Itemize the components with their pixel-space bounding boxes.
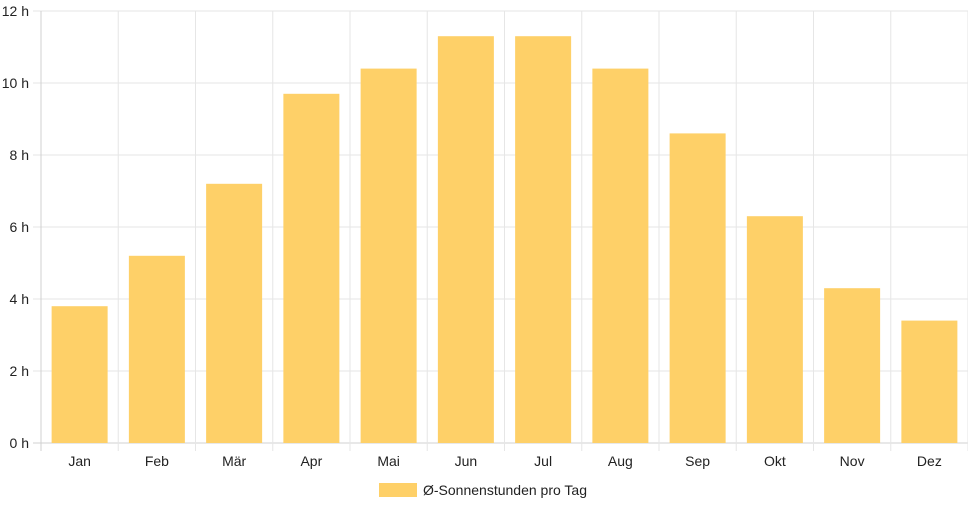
legend-swatch xyxy=(379,483,417,497)
x-tick-label: Nov xyxy=(840,453,865,469)
x-tick-label: Feb xyxy=(145,453,169,469)
bar-feb[interactable] xyxy=(128,255,185,443)
x-tick-label: Jan xyxy=(68,453,91,469)
bar-okt[interactable] xyxy=(746,216,803,443)
bar-dez[interactable] xyxy=(901,320,958,443)
x-tick-label: Sep xyxy=(685,453,710,469)
y-tick-label: 0 h xyxy=(10,435,29,451)
bar-mär[interactable] xyxy=(206,183,263,444)
bar-mai[interactable] xyxy=(360,68,417,443)
bar-jul[interactable] xyxy=(515,36,572,443)
x-axis-tick-labels: Jan Feb Mär Apr Mai Jun Jul Aug Sep Okt Nov Dez xyxy=(68,453,941,469)
bar-aug[interactable] xyxy=(592,68,649,443)
legend-label: Ø-Sonnenstunden pro Tag xyxy=(423,482,587,498)
x-tick-label: Mär xyxy=(222,453,246,469)
x-tick-label: Aug xyxy=(608,453,633,469)
x-tick-label: Jun xyxy=(455,453,478,469)
x-tick-label: Jul xyxy=(534,453,552,469)
bar-jan[interactable] xyxy=(51,306,108,443)
y-tick-label: 6 h xyxy=(10,219,29,235)
bar-apr[interactable] xyxy=(283,93,340,444)
y-tick-label: 2 h xyxy=(10,363,29,379)
bars xyxy=(51,36,958,444)
legend[interactable]: Ø-Sonnenstunden pro Tag xyxy=(379,482,587,498)
x-tick-label: Dez xyxy=(917,453,942,469)
y-tick-label: 10 h xyxy=(2,75,29,91)
x-tick-label: Okt xyxy=(764,453,786,469)
grid-lines xyxy=(33,10,968,451)
x-tick-label: Mai xyxy=(377,453,400,469)
bar-nov[interactable] xyxy=(824,288,881,443)
x-tick-label: Apr xyxy=(300,453,322,469)
y-tick-label: 4 h xyxy=(10,291,29,307)
bar-jun[interactable] xyxy=(437,36,494,443)
bar-sep[interactable] xyxy=(669,133,726,443)
y-axis-tick-labels: 0 h 2 h 4 h 6 h 8 h 10 h 12 h xyxy=(2,3,29,451)
y-tick-label: 12 h xyxy=(2,3,29,19)
y-tick-label: 8 h xyxy=(10,147,29,163)
